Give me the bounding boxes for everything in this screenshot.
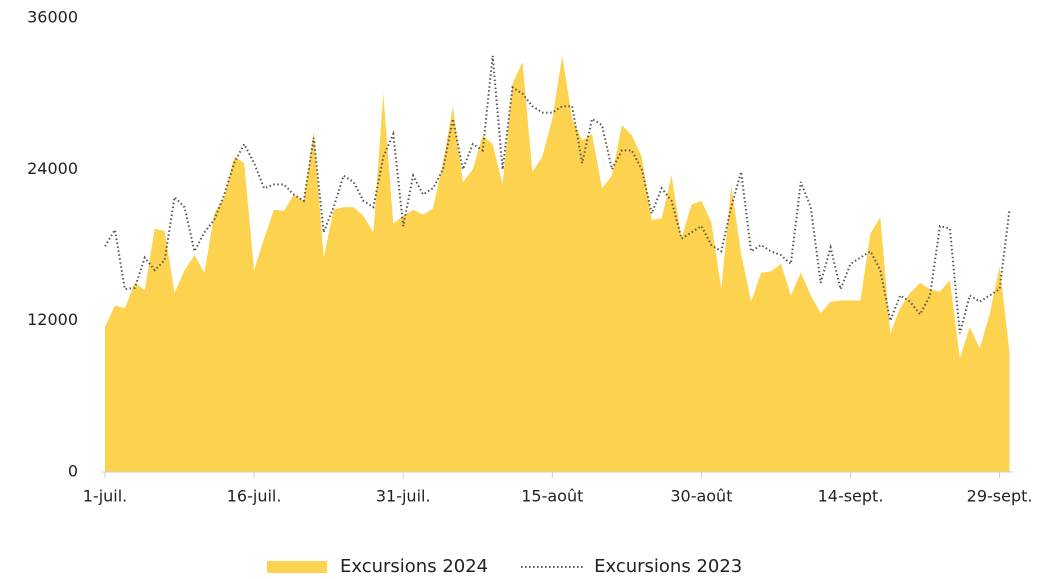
x-tick-label: 29-sept.	[967, 487, 1033, 506]
x-tick-label: 31-juil.	[376, 487, 431, 506]
legend: Excursions 2024 Excursions 2023	[267, 556, 742, 577]
line	[104, 55, 1011, 334]
legend-label: Excursions 2024	[340, 556, 488, 577]
y-tick-label: 12000	[27, 310, 78, 329]
x-tick-label: 30-août	[670, 487, 732, 506]
y-tick-label: 36000	[27, 8, 78, 27]
y-tick-label: 24000	[27, 159, 78, 178]
legend-label: Excursions 2023	[594, 556, 742, 577]
x-tick-label: 16-juil.	[227, 487, 282, 506]
x-tick-label: 15-août	[521, 487, 583, 506]
x-tick-label: 14-sept.	[818, 487, 884, 506]
y-tick-label: 0	[68, 462, 78, 481]
legend-swatch	[267, 561, 327, 573]
area	[105, 55, 1010, 472]
x-tick-label: 1-juil.	[83, 487, 128, 506]
plot-area	[104, 55, 1011, 472]
